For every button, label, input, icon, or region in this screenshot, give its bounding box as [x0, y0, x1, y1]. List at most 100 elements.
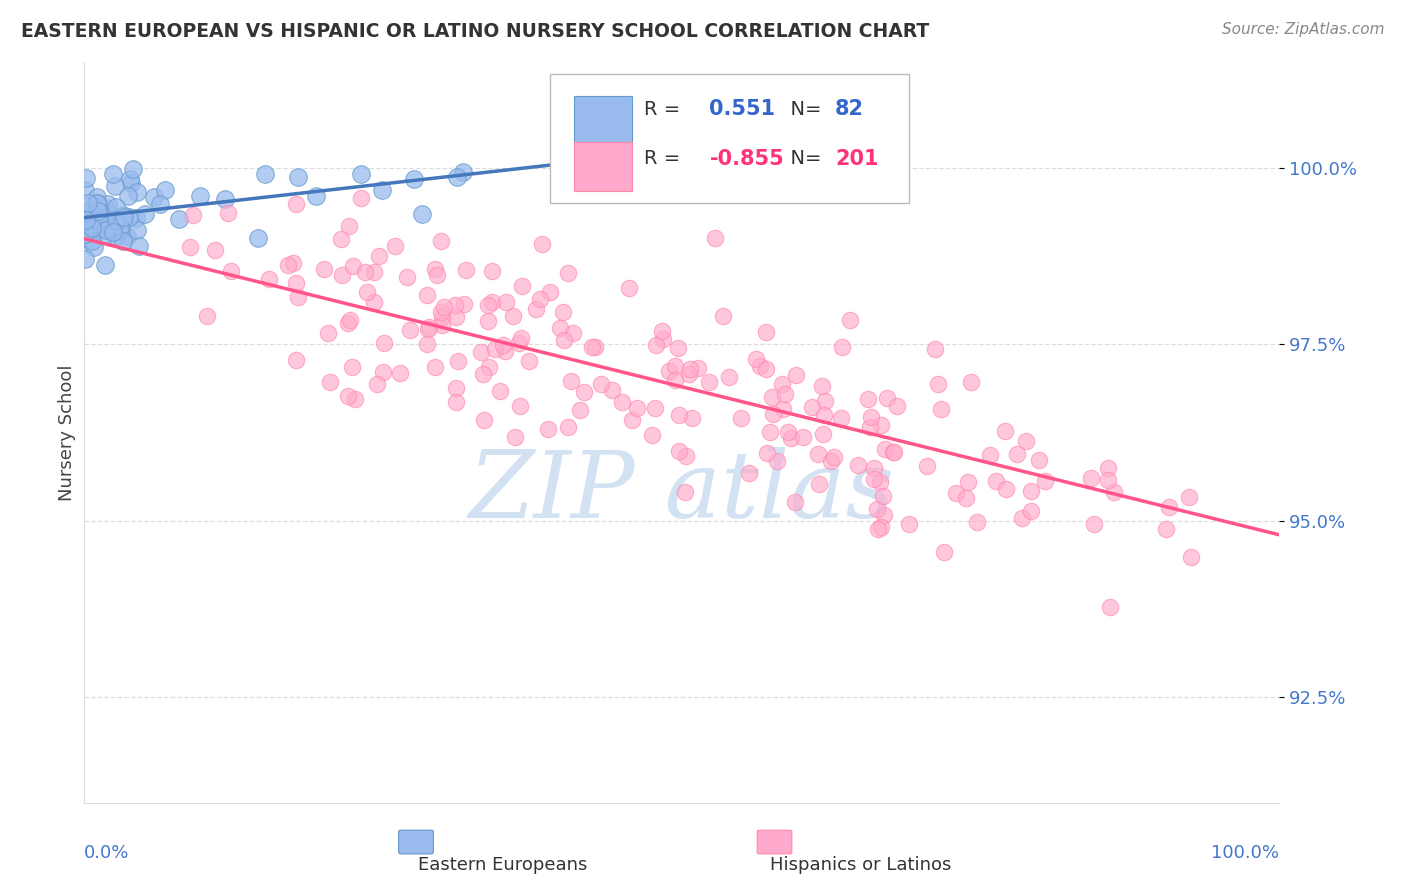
Point — [583, 340, 606, 354]
Point — [651, 325, 673, 339]
Point — [304, 188, 326, 202]
Text: ZIP atlas: ZIP atlas — [468, 447, 896, 537]
Point — [557, 419, 579, 434]
Point — [429, 235, 451, 249]
Point — [77, 206, 100, 220]
Point — [994, 482, 1017, 496]
Point — [749, 359, 772, 374]
Point — [104, 212, 127, 227]
Point — [472, 413, 495, 427]
Point — [90, 206, 112, 220]
Point — [1157, 500, 1180, 514]
Point — [120, 176, 142, 190]
Point — [82, 202, 104, 216]
Point — [785, 368, 807, 383]
Point — [105, 200, 128, 214]
Point — [84, 199, 107, 213]
Point — [89, 209, 111, 223]
FancyBboxPatch shape — [551, 73, 910, 203]
Point — [77, 196, 100, 211]
Point — [1177, 491, 1199, 505]
Text: R =: R = — [644, 149, 686, 169]
Point — [371, 183, 394, 197]
Point — [966, 516, 988, 530]
Point — [675, 450, 697, 464]
Point — [915, 459, 938, 474]
Point — [128, 238, 150, 252]
Point — [783, 495, 806, 509]
Point — [188, 189, 211, 203]
Point — [89, 205, 111, 219]
Point — [285, 276, 308, 290]
Point — [287, 290, 309, 304]
Point — [118, 210, 141, 224]
Point — [353, 265, 375, 279]
Point — [589, 377, 612, 392]
Point — [856, 392, 879, 406]
Point — [830, 411, 852, 425]
Point — [312, 261, 335, 276]
Point — [492, 338, 515, 352]
Point — [155, 183, 177, 197]
Point — [104, 228, 127, 243]
FancyBboxPatch shape — [399, 830, 433, 854]
Point — [471, 367, 494, 381]
Point — [257, 272, 280, 286]
Point — [83, 210, 105, 224]
Point — [1015, 434, 1038, 449]
Point — [93, 227, 115, 242]
Point — [1028, 453, 1050, 467]
Point — [115, 229, 138, 244]
Text: 0.0%: 0.0% — [84, 844, 129, 862]
Point — [898, 516, 921, 531]
Point — [960, 375, 983, 389]
Point — [103, 223, 125, 237]
Point — [108, 220, 131, 235]
Point — [529, 292, 551, 306]
Point — [111, 208, 134, 222]
Point — [831, 341, 853, 355]
Point — [1154, 523, 1177, 537]
Point — [477, 298, 499, 312]
Point — [217, 205, 239, 219]
Point — [673, 484, 696, 499]
Point — [652, 332, 675, 346]
Point — [557, 266, 579, 280]
Point — [433, 300, 456, 314]
Point — [955, 491, 977, 505]
Point — [339, 313, 361, 327]
Point — [956, 475, 979, 489]
Point — [1104, 485, 1126, 500]
Point — [363, 294, 385, 309]
Point — [423, 359, 446, 374]
Point — [395, 269, 418, 284]
Point — [411, 207, 433, 221]
Text: Hispanics or Latinos: Hispanics or Latinos — [770, 856, 952, 874]
Point — [703, 231, 725, 245]
Text: 0.551: 0.551 — [710, 99, 776, 120]
Point — [247, 230, 270, 244]
Point — [425, 262, 447, 277]
Point — [770, 377, 793, 392]
Point — [444, 395, 467, 409]
Point — [994, 424, 1017, 438]
Point — [1083, 517, 1105, 532]
Point — [398, 323, 420, 337]
Y-axis label: Nursery School: Nursery School — [58, 364, 76, 501]
Point — [416, 322, 439, 336]
Point — [808, 476, 831, 491]
Point — [846, 458, 869, 472]
Point — [470, 345, 492, 359]
Text: 201: 201 — [835, 149, 879, 169]
Point — [644, 338, 666, 352]
Point — [838, 312, 860, 326]
Point — [775, 387, 797, 401]
Point — [792, 430, 814, 444]
Point — [444, 310, 467, 324]
Point — [600, 383, 623, 397]
Point — [664, 359, 686, 374]
Point — [125, 211, 148, 225]
Point — [111, 234, 134, 248]
Point — [481, 294, 503, 309]
Point — [1098, 599, 1121, 614]
